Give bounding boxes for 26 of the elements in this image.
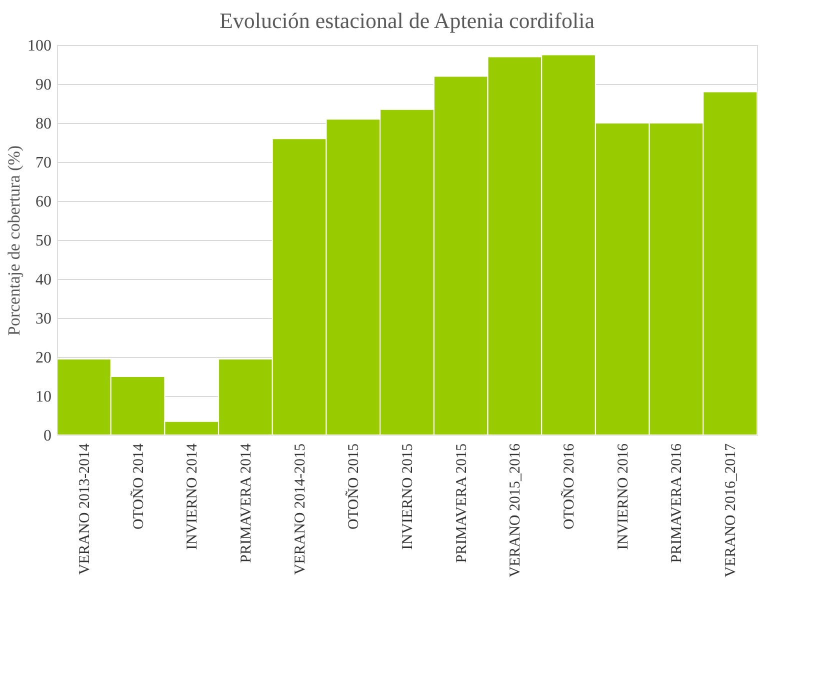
x-tick-label: VERANO 2014-2015 — [292, 444, 308, 575]
x-tick-label: OTOÑO 2014 — [130, 443, 147, 530]
y-axis-title: Porcentaje de cobertura (%) — [4, 145, 24, 336]
x-tick-label: INVIERNO 2014 — [184, 443, 201, 550]
y-tick-label: 100 — [28, 38, 52, 54]
x-tick-label: VERANO 2016_2017 — [723, 443, 740, 578]
chart-title: Evolución estacional de Aptenia cordifolia — [219, 8, 595, 33]
y-tick-label: 10 — [36, 388, 52, 406]
y-tick-label: 90 — [36, 76, 52, 94]
y-tick-label: 50 — [36, 232, 52, 250]
x-tick-label: VERANO 2013-2014 — [76, 443, 93, 575]
x-tick-label: VERANO 2015_2016 — [508, 443, 524, 578]
y-tick-label: 70 — [36, 154, 52, 172]
y-tick-label: 20 — [36, 350, 52, 366]
y-tick-label: 0 — [44, 428, 52, 444]
x-tick-label: PRIMAVERA 2014 — [238, 443, 254, 563]
x-tick-label: INVIERNO 2015 — [400, 444, 416, 550]
x-tick-label: PRIMAVERA 2016 — [669, 443, 686, 563]
y-tick-label: 60 — [36, 194, 52, 210]
y-tick-label: 30 — [36, 310, 52, 328]
y-tick-label: 80 — [36, 116, 52, 132]
x-tick-label: PRIMAVERA 2015 — [454, 444, 470, 563]
x-tick-label: OTOÑO 2015 — [345, 444, 362, 530]
y-tick-label: 40 — [36, 272, 52, 288]
x-tick-label: INVIERNO 2016 — [615, 443, 632, 550]
x-tick-label: OTOÑO 2016 — [560, 443, 578, 530]
